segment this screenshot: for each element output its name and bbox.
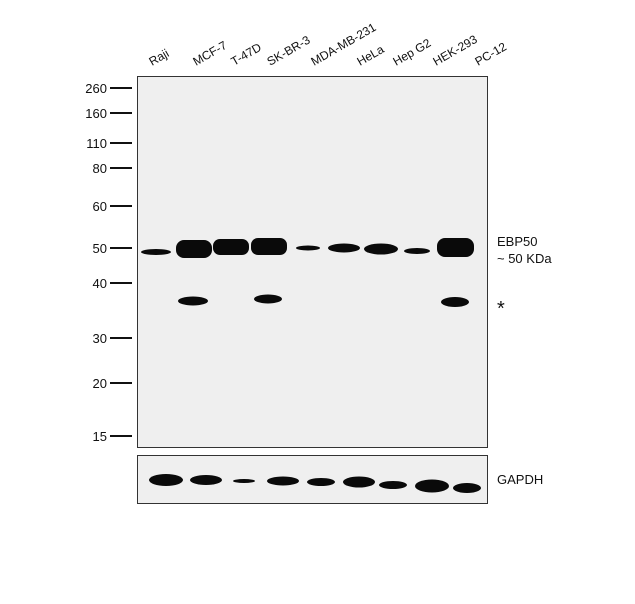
band	[178, 296, 208, 306]
marker-label: 80	[93, 161, 107, 176]
marker-label: 50	[93, 241, 107, 256]
main-blot	[137, 76, 488, 448]
marker-label: 260	[85, 81, 107, 96]
loading-control-label: GAPDH	[497, 472, 543, 487]
band	[437, 238, 474, 257]
band	[441, 297, 469, 307]
band	[176, 240, 212, 258]
gapdh-bands	[149, 474, 481, 493]
band	[149, 474, 183, 486]
marker-label: 160	[85, 106, 107, 121]
nonspecific-mark: *	[497, 298, 505, 320]
secondary-bands	[178, 294, 469, 307]
band	[267, 476, 299, 486]
target-bands	[141, 238, 474, 258]
band	[254, 294, 282, 304]
band	[328, 243, 360, 253]
band	[251, 238, 287, 255]
marker-label: 15	[93, 429, 107, 444]
target-name: EBP50	[497, 234, 537, 249]
band	[404, 248, 430, 254]
target-size: ~ 50 KDa	[497, 251, 552, 266]
band	[364, 243, 398, 255]
band	[453, 483, 481, 493]
marker-ladder: 260 160 110 80 60 50 40 30 20 15	[85, 81, 132, 444]
marker-label: 30	[93, 331, 107, 346]
band	[233, 479, 255, 483]
marker-label: 60	[93, 199, 107, 214]
band	[296, 245, 320, 251]
band	[379, 481, 407, 489]
band	[307, 478, 335, 486]
marker-label: 20	[93, 376, 107, 391]
band	[141, 249, 171, 255]
marker-label: 110	[86, 136, 107, 151]
band	[213, 239, 249, 255]
band	[415, 479, 449, 493]
band	[343, 476, 375, 488]
marker-label: 40	[93, 276, 107, 291]
band	[190, 475, 222, 485]
